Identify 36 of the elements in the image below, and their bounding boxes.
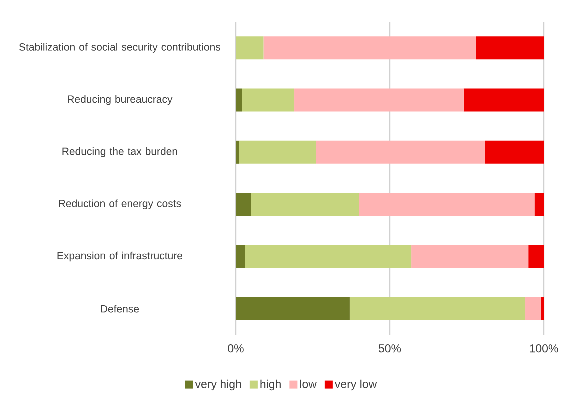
y-tick-label: Reducing bureaucracy	[68, 95, 173, 106]
bar	[236, 297, 350, 320]
y-tick-label: Reduction of energy costs	[59, 200, 182, 210]
bar	[236, 36, 264, 60]
y-tick-label: Stabilization of social security contributions	[19, 43, 221, 53]
bar	[528, 245, 544, 268]
x-tick-label: 0%	[228, 344, 244, 353]
y-tick-label: Expansion of infrastructure	[58, 252, 182, 262]
bar	[485, 140, 544, 164]
bar	[412, 245, 529, 268]
bar	[464, 88, 544, 112]
bar	[264, 36, 476, 60]
bar	[236, 245, 246, 268]
bar	[350, 297, 526, 320]
y-tick-label: Defense	[101, 305, 140, 313]
x-tick-label: 100%	[530, 344, 558, 353]
bar	[236, 140, 240, 164]
bar	[236, 88, 242, 112]
legend-label: very low	[334, 380, 378, 391]
bar	[316, 140, 486, 164]
legend-label: high	[260, 380, 281, 391]
bar	[526, 297, 541, 320]
bar	[359, 193, 535, 216]
x-tick-label: 50%	[378, 344, 402, 353]
legend-label: low	[300, 380, 317, 388]
bar	[294, 88, 464, 112]
bar	[236, 193, 252, 216]
bar	[239, 140, 316, 164]
y-tick-label: Reducing the tax burden	[62, 148, 178, 158]
bar	[476, 36, 544, 60]
bar	[534, 193, 544, 216]
bar	[245, 245, 412, 268]
bar	[251, 193, 360, 216]
legend-label: very high	[195, 380, 242, 391]
bar	[540, 297, 544, 320]
bar	[242, 88, 295, 112]
